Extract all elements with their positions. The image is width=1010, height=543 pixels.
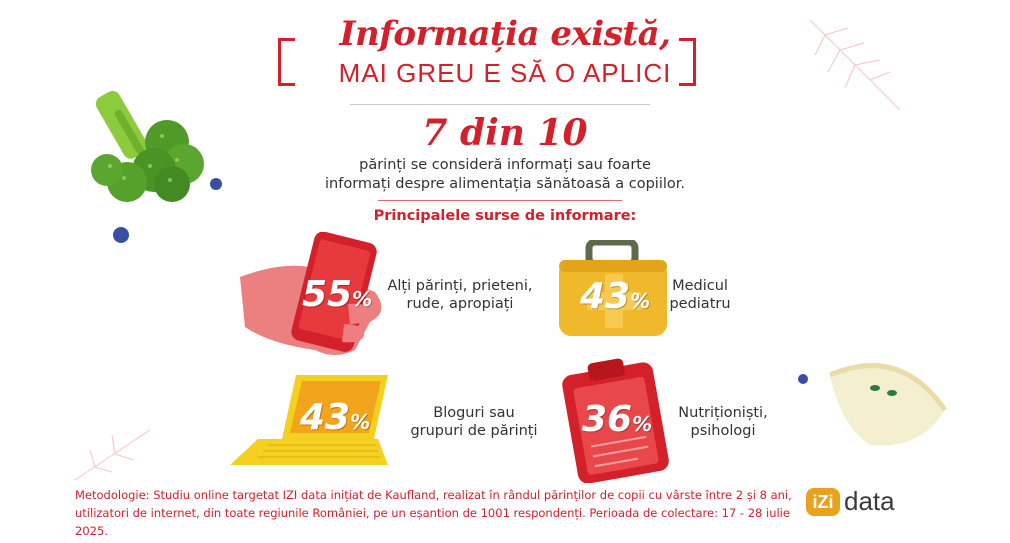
source-label: Nutriționiști, psihologi: [668, 404, 778, 440]
source-label: Medicul pediatru: [650, 277, 750, 313]
page-title: Informația există,: [339, 14, 671, 54]
stat-unit: %: [632, 412, 653, 436]
divider: [378, 200, 622, 201]
blueberry-icon: [798, 374, 808, 384]
clipboard-icon: [562, 358, 669, 483]
stat-number: 43: [580, 276, 631, 317]
source-label-line2: pediatru: [669, 296, 731, 312]
page-subtitle: MAI GREU E SĂ O APLICI: [338, 58, 672, 88]
stat-value: 55%: [302, 275, 372, 319]
sources-heading: Principalele surse de informare:: [373, 208, 637, 224]
stat-number: 43: [300, 397, 351, 438]
source-label-line1: Bloguri sau: [433, 405, 515, 421]
methodology-line2: utilizatori de internet, din toate regiu…: [75, 506, 790, 538]
phone-in-hand-icon: [240, 232, 382, 355]
title-bracket-right: [679, 38, 696, 86]
source-label-line1: Medicul: [672, 278, 728, 294]
stat-number: 55: [302, 274, 353, 315]
headline-text-line2: informați despre alimentația sănătoasă a…: [325, 176, 685, 192]
source-label: Bloguri sau grupuri de părinți: [400, 404, 548, 440]
decor-branch-bottom-left: [74, 429, 151, 481]
stat-value: 36%: [582, 400, 652, 444]
stat-unit: %: [352, 287, 373, 311]
stat-value: 43%: [580, 277, 650, 321]
stat-value: 43%: [300, 398, 370, 442]
headline-text-line1: părinți se consideră informați sau foart…: [359, 157, 651, 173]
source-label-line2: rude, apropiați: [406, 296, 514, 312]
izi-data-logo: iZi data: [806, 486, 906, 520]
source-label: Alți părinți, prieteni, rude, apropiați: [380, 277, 540, 313]
logo-mark: iZi: [806, 488, 840, 516]
decor-branch-top-right: [809, 19, 901, 111]
title-frame: [278, 38, 696, 86]
apple-slice-icon: [829, 363, 948, 446]
divider: [350, 104, 650, 105]
title-bracket-left: [278, 38, 295, 86]
blueberry-icon: [113, 227, 129, 243]
source-label-line1: Alți părinți, prieteni,: [387, 278, 533, 294]
stat-number: 36: [582, 399, 633, 440]
source-label-line1: Nutriționiști,: [678, 405, 768, 421]
source-label-line2: grupuri de părinți: [410, 423, 538, 439]
source-label-line2: psihologi: [690, 423, 756, 439]
stat-unit: %: [630, 289, 651, 313]
blueberry-icon: [210, 178, 222, 190]
methodology-note: Metodologie: Studiu online targetat IZI …: [75, 486, 795, 540]
medical-kit-icon: [559, 240, 667, 336]
broccoli-icon: [91, 90, 204, 202]
stat-unit: %: [350, 410, 371, 434]
headline-stat: 7 din 10: [422, 112, 588, 154]
logo-word: data: [844, 486, 895, 516]
laptop-icon: [230, 375, 388, 465]
methodology-line1: Metodologie: Studiu online targetat IZI …: [75, 488, 792, 502]
headline-text: părinți se consideră informați sau foart…: [0, 156, 1010, 194]
